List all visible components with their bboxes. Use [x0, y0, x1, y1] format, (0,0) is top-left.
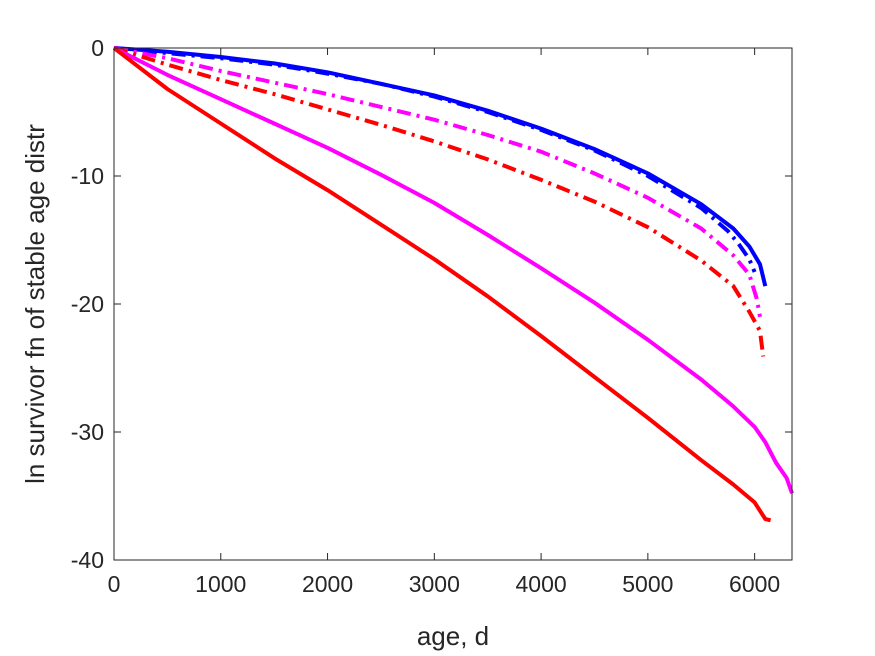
series-line-6 — [112, 46, 772, 523]
y-tick-label: 0 — [91, 35, 104, 61]
series-line-5 — [113, 46, 794, 495]
series-layer — [112, 46, 794, 523]
plot-area — [114, 48, 792, 560]
y-tick-label: -40 — [71, 547, 104, 573]
tick-layer: 0 1000 2000 3000 4000 5000 6000 0 -10 -20 -30 -40 — [71, 35, 792, 597]
y-tick-label: -10 — [71, 163, 104, 189]
y-tick-label: -30 — [71, 419, 104, 445]
series-line-2 — [113, 46, 757, 273]
x-tick-label: 6000 — [729, 571, 780, 597]
x-tick-label: 4000 — [516, 571, 567, 597]
y-axis-label: ln survivor fn of stable age distr — [20, 124, 50, 484]
x-tick-label: 5000 — [622, 571, 673, 597]
y-tick-label: -20 — [71, 291, 104, 317]
series-line-4 — [113, 46, 766, 357]
x-axis-label: age, d — [417, 621, 489, 651]
series-line-3 — [113, 46, 762, 318]
x-tick-label: 1000 — [195, 571, 246, 597]
x-tick-label: 3000 — [409, 571, 460, 597]
x-tick-label: 2000 — [302, 571, 353, 597]
x-tick-label: 0 — [108, 571, 121, 597]
